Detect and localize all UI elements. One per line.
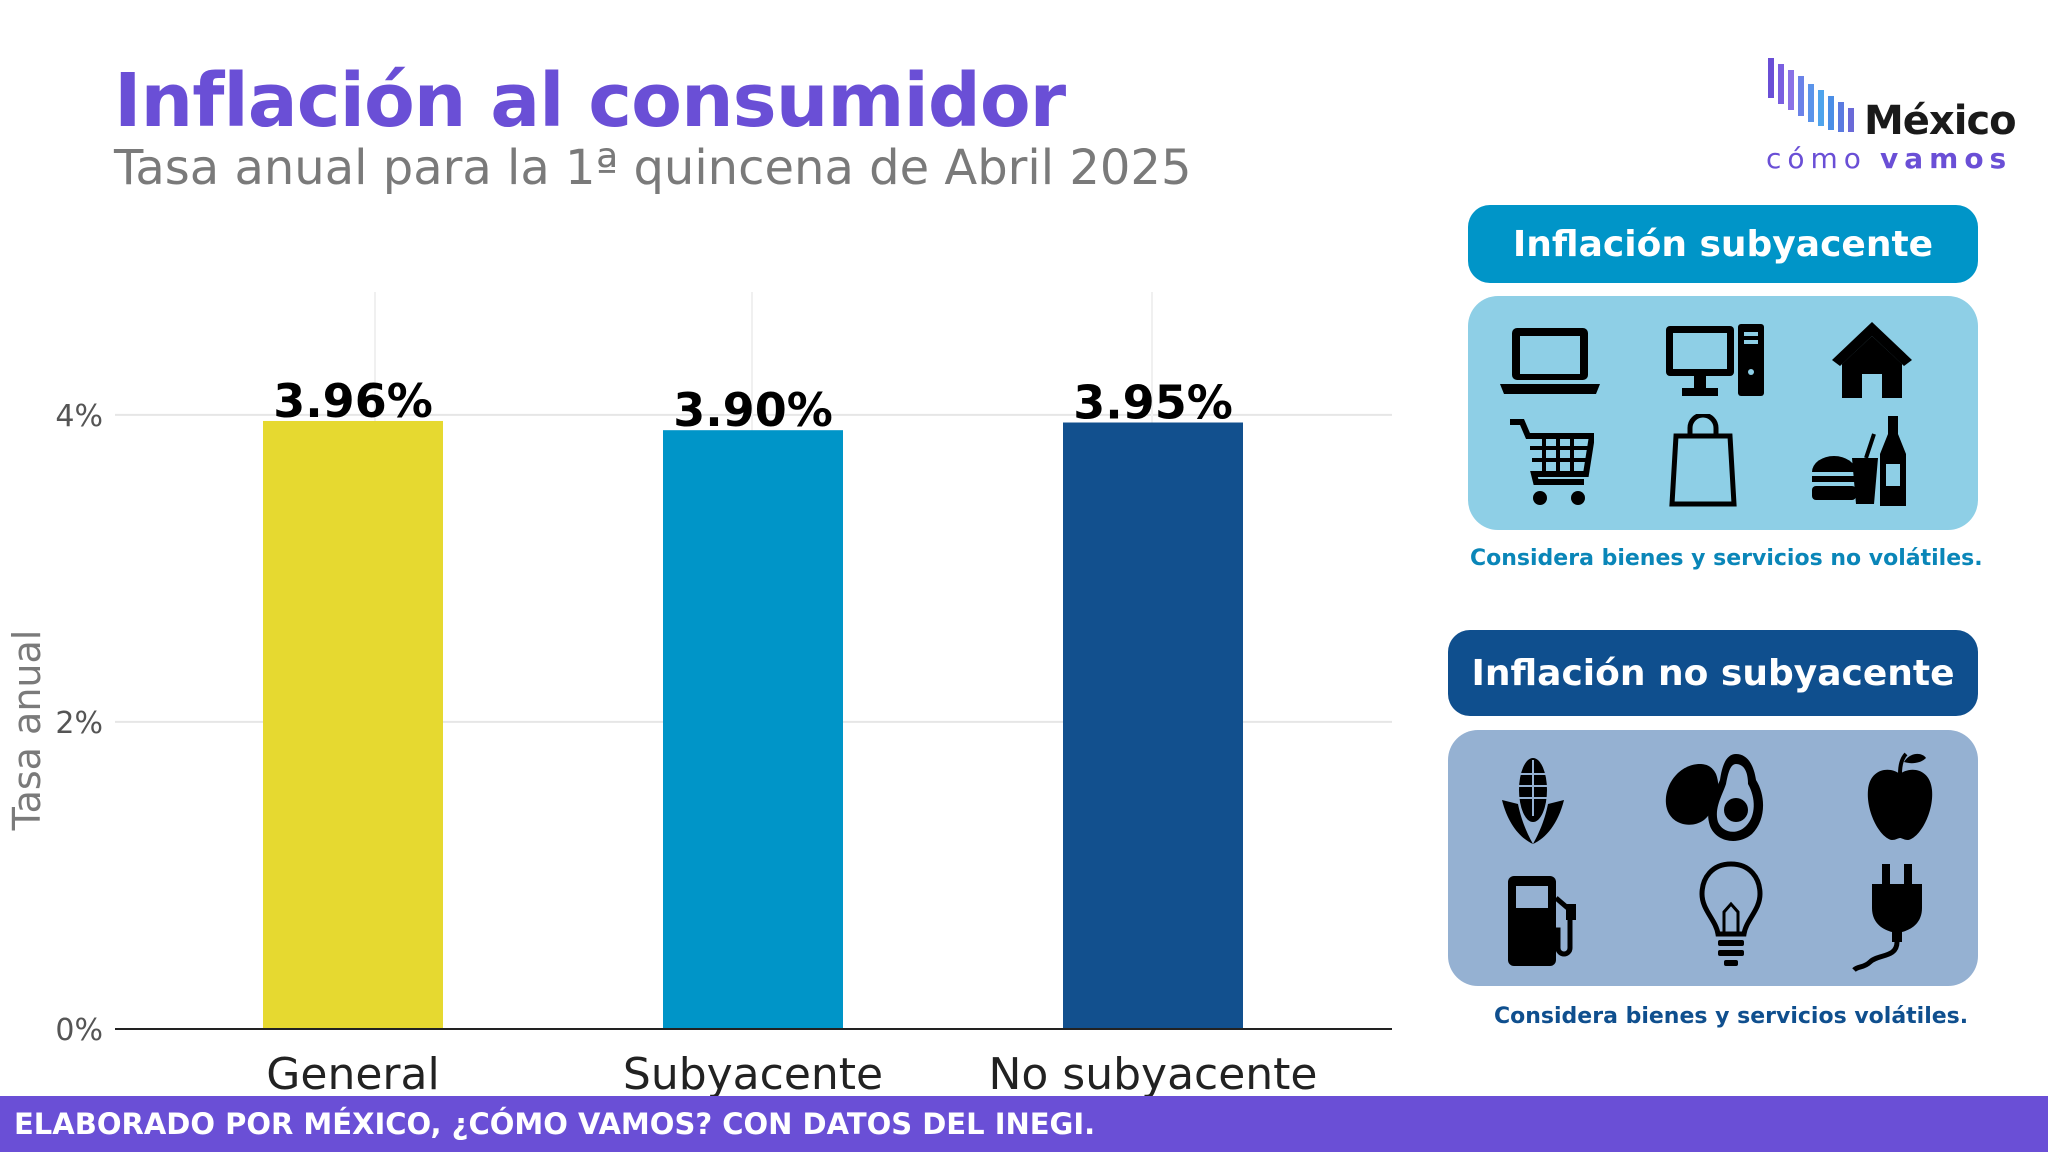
- bar-value-label: 3.90%: [673, 383, 833, 437]
- bar-chart-svg: 0% 2% 4% Tasa anual 3.96% General 3.90% Subyace…: [5, 292, 1392, 1100]
- inflacion-subyacente-header: Inflación subyacente: [1468, 205, 1978, 283]
- bar-value-label: 3.95%: [1073, 376, 1233, 430]
- logo-mexico-text: México: [1864, 98, 2017, 144]
- y-tick-label: 4%: [55, 399, 103, 434]
- y-tick-label: 2%: [55, 706, 103, 741]
- logo-como-text: cómo: [1766, 142, 1867, 175]
- x-category-label: General: [266, 1049, 439, 1100]
- y-tick-label: 0%: [55, 1013, 103, 1048]
- bar-general: [263, 420, 443, 1030]
- bar-no-subyacente: [1063, 422, 1243, 1029]
- logo-vamos-text: vamos: [1880, 142, 2013, 175]
- x-category-label: Subyacente: [623, 1049, 883, 1100]
- shopping-bag-icon: [1669, 414, 1737, 507]
- x-category-label: No subyacente: [988, 1049, 1317, 1100]
- y-axis-label: Tasa anual: [5, 630, 49, 832]
- footer-credit: ELABORADO POR MÉXICO, ¿CÓMO VAMOS? CON D…: [0, 1096, 2048, 1152]
- light-bulb-icon: [1699, 861, 1763, 966]
- mexico-como-vamos-logo: México cómo vamos: [1762, 56, 2017, 175]
- inflacion-no-subyacente-header: Inflación no subyacente: [1448, 630, 1978, 716]
- bar-chart: 0% 2% 4% Tasa anual 3.96% General 3.90% Subyace…: [0, 280, 1420, 1100]
- fast-food-icon: [1812, 416, 1906, 506]
- laptop-icon: [1500, 328, 1600, 394]
- house-icon: [1832, 322, 1912, 398]
- electric-plug-icon: [1852, 864, 1922, 972]
- logo-bars-icon: [1768, 58, 1854, 132]
- apple-icon: [1867, 752, 1933, 840]
- fuel-pump-icon: [1508, 876, 1576, 966]
- bar-value-label: 3.96%: [273, 374, 433, 428]
- no-subyacente-note: Considera bienes y servicios volátiles.: [1494, 1004, 1969, 1029]
- shopping-cart-icon: [1510, 419, 1594, 505]
- subyacente-icons-box: [1468, 296, 1978, 530]
- avocado-icon: [1665, 754, 1764, 841]
- page-subtitle: Tasa anual para la 1ª quincena de Abril …: [114, 140, 1192, 196]
- desktop-computer-icon: [1666, 324, 1764, 396]
- bar-subyacente: [663, 430, 843, 1029]
- subyacente-note: Considera bienes y servicios no volátile…: [1470, 546, 1983, 571]
- page-title: Inflación al consumidor: [114, 58, 1066, 144]
- no-subyacente-icons-box: [1448, 730, 1978, 986]
- corn-icon: [1502, 758, 1564, 844]
